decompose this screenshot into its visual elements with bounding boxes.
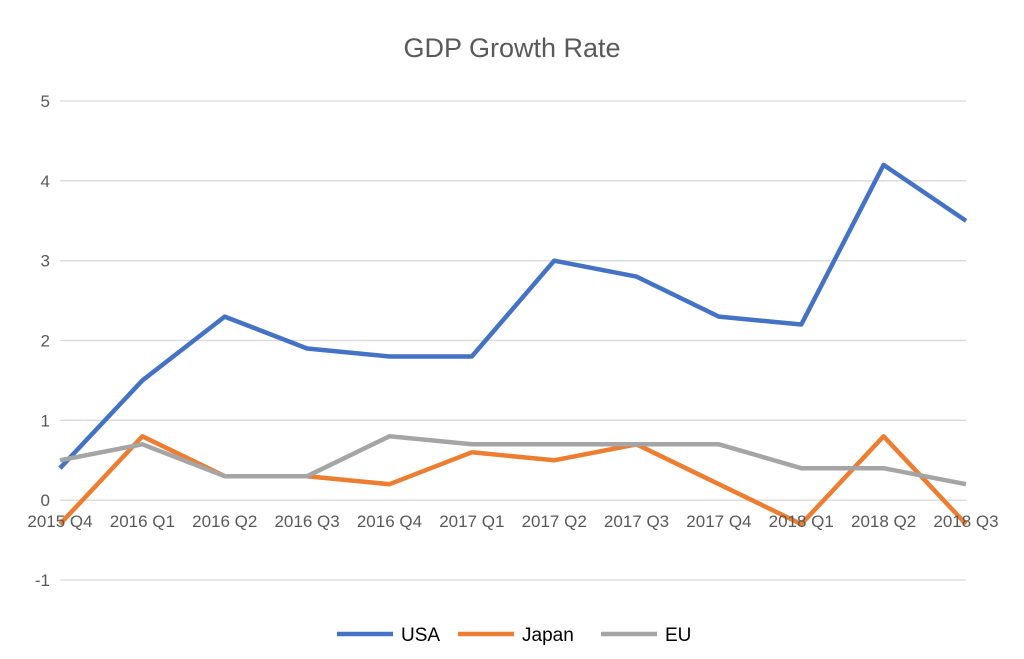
legend-label: Japan [522,625,574,646]
legend-label: EU [665,625,691,646]
legend: USA Japan EU [337,625,691,646]
y-tick-label: 3 [41,252,50,271]
y-tick-label: 0 [41,491,50,510]
legend-item-usa: USA [337,625,440,646]
y-tick-label: 5 [41,92,50,111]
x-tick-label: 2016 Q3 [274,512,339,531]
x-tick-label: 2018 Q2 [851,512,916,531]
x-tick-label: 2017 Q4 [686,512,751,531]
legend-item-japan: Japan [458,625,574,646]
x-tick-label: 2016 Q1 [110,512,175,531]
legend-item-eu: EU [601,625,691,646]
x-tick-label: 2018 Q1 [769,512,834,531]
y-tick-label: -1 [35,571,50,590]
x-tick-label: 2018 Q3 [933,512,998,531]
y-tick-label: 1 [41,411,50,430]
series-line-eu [59,434,967,487]
y-axis-ticks: -1 0 1 2 3 4 5 [35,92,50,590]
series-line-usa [58,162,968,470]
x-tick-label: 2017 Q2 [522,512,587,531]
x-tick-label: 2015 Q4 [27,512,92,531]
x-tick-label: 2016 Q2 [192,512,257,531]
series-lines [58,162,968,527]
legend-label: USA [401,625,440,646]
series-line-japan [58,434,968,527]
y-tick-label: 2 [41,332,50,351]
x-axis-ticks: 2015 Q4 2016 Q1 2016 Q2 2016 Q3 2016 Q4 2017 … [27,512,998,531]
x-tick-label: 2016 Q4 [357,512,422,531]
chart-title: GDP Growth Rate [403,33,620,63]
gridlines [60,100,966,581]
y-tick-label: 4 [41,172,50,191]
x-tick-label: 2017 Q1 [439,512,504,531]
x-tick-label: 2017 Q3 [604,512,669,531]
